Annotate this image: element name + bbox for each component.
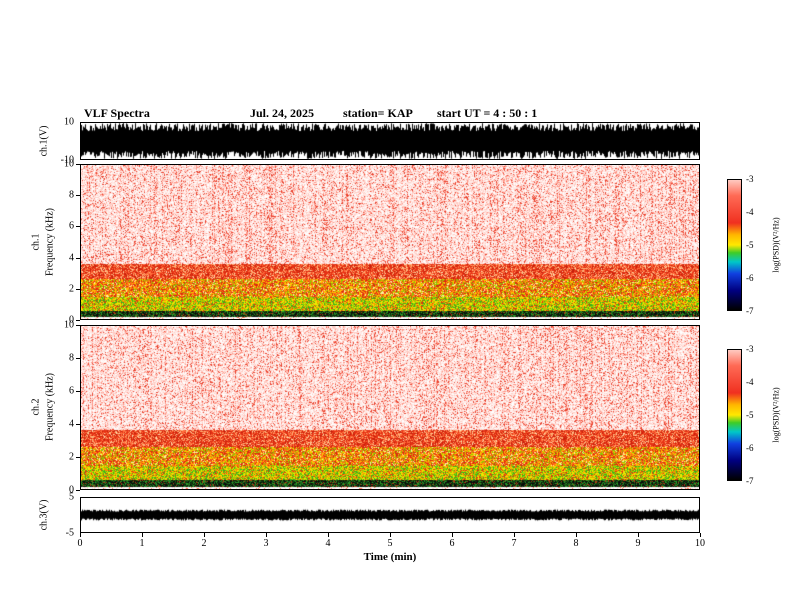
xtick-labels: 0 1 2 3 4 5 6 7 8 9 10 (80, 538, 700, 550)
tick-mark (452, 533, 453, 537)
tick-mark (638, 533, 639, 537)
tick-mark (700, 533, 701, 537)
ch1-spectrogram-panel (80, 164, 700, 320)
tick-label: 10 (64, 320, 74, 331)
ch1-colorbar-ticks: -3 -4 -5 -6 -7 (744, 179, 766, 311)
tick-label: -4 (746, 207, 754, 217)
tick-mark (76, 195, 80, 196)
ch1-wave-yticks: 10 -10 (54, 122, 76, 160)
ch1-spec-ymarks (75, 164, 80, 320)
tick-label: 10 (64, 159, 74, 170)
tick-label: 6 (450, 538, 455, 549)
tick-label: 5 (388, 538, 393, 549)
tick-mark (76, 320, 80, 321)
ch1-waveform-canvas (81, 123, 699, 159)
start-ut-label: start UT = 4 : 50 : 1 (437, 106, 537, 121)
tick-label: 1 (140, 538, 145, 549)
ch1-voltage-axis-label: ch.1(V) (39, 126, 50, 157)
tick-label: 4 (69, 252, 74, 263)
tick-label: 9 (636, 538, 641, 549)
tick-mark (204, 533, 205, 537)
tick-mark (76, 289, 80, 290)
ch2-channel-label: ch.2 (31, 399, 42, 416)
tick-label: 4 (69, 419, 74, 430)
ch2-colorbar-label: log(PSD)(V²/Hz) (772, 387, 781, 442)
ch1-spec-yticks: 10 8 6 4 2 0 (54, 164, 76, 320)
tick-label: -3 (746, 344, 754, 354)
tick-mark (76, 164, 80, 165)
tick-label: 6 (69, 221, 74, 232)
tick-label: -5 (66, 528, 74, 539)
ch1-colorbar-label: log(PSD)(V²/Hz) (772, 217, 781, 272)
tick-label: 8 (69, 353, 74, 364)
tick-label: 0 (78, 538, 83, 549)
tick-label: -7 (746, 306, 754, 316)
tick-label: -7 (746, 476, 754, 486)
tick-label: -3 (746, 174, 754, 184)
tick-label: 2 (202, 538, 207, 549)
ch2-colorbar (727, 349, 742, 481)
ch1-spectrogram-canvas (81, 165, 699, 319)
ch3-wave-yticks: 5 -5 (54, 497, 76, 533)
tick-mark (76, 258, 80, 259)
tick-label: 5 (69, 492, 74, 503)
tick-label: 6 (69, 386, 74, 397)
ch1-waveform-panel (80, 122, 700, 160)
tick-label: -5 (746, 410, 754, 420)
tick-mark (76, 325, 80, 326)
tick-label: -6 (746, 273, 754, 283)
tick-mark (576, 533, 577, 537)
tick-mark (514, 533, 515, 537)
tick-mark (76, 391, 80, 392)
tick-mark (328, 533, 329, 537)
tick-label: 10 (64, 117, 74, 128)
figure-date: Jul. 24, 2025 (250, 106, 314, 121)
tick-label: 2 (69, 283, 74, 294)
tick-label: 2 (69, 452, 74, 463)
tick-label: -4 (746, 377, 754, 387)
ch2-colorbar-ticks: -3 -4 -5 -6 -7 (744, 349, 766, 481)
ch1-channel-label: ch.1 (31, 234, 42, 251)
tick-label: 8 (69, 190, 74, 201)
tick-mark (266, 533, 267, 537)
tick-mark (76, 490, 80, 491)
ch2-spec-ymarks (75, 325, 80, 490)
colorbar-gradient (728, 350, 741, 480)
tick-mark (142, 533, 143, 537)
tick-label: -5 (746, 240, 754, 250)
tick-label: -6 (746, 443, 754, 453)
tick-mark (76, 457, 80, 458)
ch3-waveform-canvas (81, 498, 699, 532)
ch3-waveform-panel (80, 497, 700, 533)
ch2-spec-yticks: 10 8 6 4 2 0 (54, 325, 76, 490)
tick-label: 10 (695, 538, 705, 549)
ch3-voltage-axis-label: ch.3(V) (39, 500, 50, 531)
ch2-spectrogram-canvas (81, 326, 699, 489)
tick-label: 4 (326, 538, 331, 549)
tick-mark (390, 533, 391, 537)
tick-label: 7 (512, 538, 517, 549)
time-axis-label: Time (min) (80, 551, 700, 563)
tick-mark (80, 533, 81, 537)
tick-mark (76, 226, 80, 227)
vlf-spectra-figure: VLF Spectra Jul. 24, 2025 station= KAP s… (0, 0, 792, 612)
tick-mark (76, 358, 80, 359)
ch1-colorbar (727, 179, 742, 311)
colorbar-gradient (728, 180, 741, 310)
ch2-spectrogram-panel (80, 325, 700, 490)
station-label: station= KAP (343, 106, 413, 121)
tick-label: 8 (574, 538, 579, 549)
tick-mark (76, 424, 80, 425)
figure-title: VLF Spectra (84, 106, 150, 121)
tick-label: 3 (264, 538, 269, 549)
